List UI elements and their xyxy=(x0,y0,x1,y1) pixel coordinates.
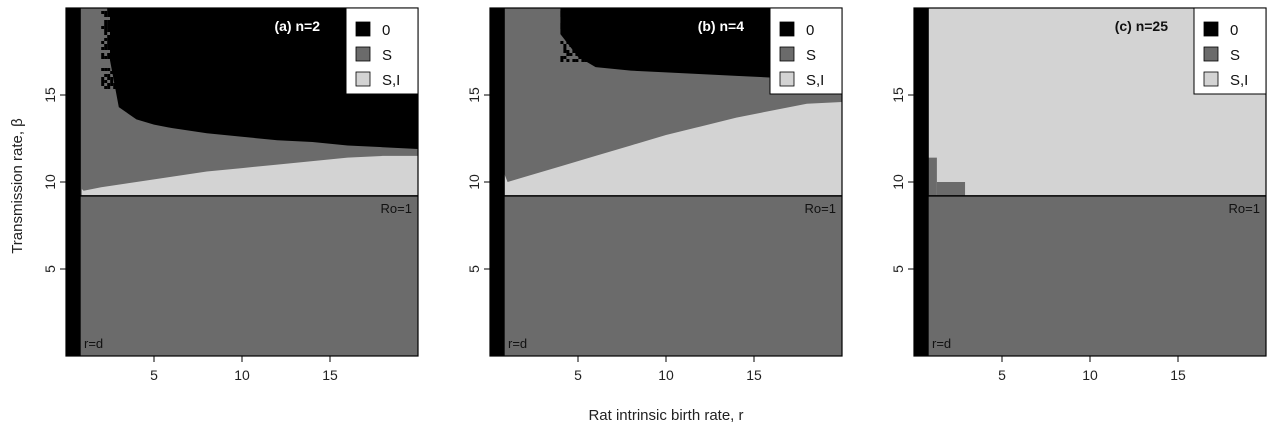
x-tick-label: 10 xyxy=(234,367,250,383)
legend-swatch xyxy=(1203,71,1219,87)
region-S-step-2 xyxy=(936,182,966,197)
panel-label: (a) n=2 xyxy=(274,18,320,34)
speckle-zone xyxy=(560,8,624,62)
region-0-strip xyxy=(914,8,929,356)
panel-label: (c) n=25 xyxy=(1115,18,1169,34)
ro1-label: Ro=1 xyxy=(381,201,412,216)
panel-label: (b) n=4 xyxy=(698,18,744,34)
panel-1: Ro=1 r=d 5 10 15 5 10 15 (a) n=2 0 S S,I xyxy=(42,7,419,383)
panels: Ro=1 r=d 5 10 15 5 10 15 (a) n=2 0 S S,I Ro=1 r=d 5 10 1… xyxy=(42,7,1267,383)
x-tick-label: 15 xyxy=(746,367,762,383)
legend-label: S xyxy=(382,47,392,64)
region-SI xyxy=(504,101,842,196)
legend-swatch xyxy=(1203,21,1219,37)
y-tick-label: 10 xyxy=(466,174,482,190)
y-tick-label: 15 xyxy=(466,87,482,103)
x-tick-label: 15 xyxy=(1170,367,1186,383)
legend-label: 0 xyxy=(1230,22,1238,39)
legend-swatch xyxy=(779,71,795,87)
y-tick-label: 10 xyxy=(42,174,58,190)
legend: 0 S S,I xyxy=(769,7,843,95)
legend-label: S,I xyxy=(806,72,824,89)
y-tick-label: 15 xyxy=(42,87,58,103)
legend-swatch xyxy=(355,21,371,37)
legend-label: S,I xyxy=(1230,72,1248,89)
y-tick-label: 5 xyxy=(466,265,482,273)
legend: 0 S S,I xyxy=(345,7,419,95)
legend-swatch xyxy=(1203,46,1219,62)
panel-3: Ro=1 r=d 5 10 15 5 10 15 (c) n=25 0 S S,I xyxy=(890,7,1267,383)
ro1-label: Ro=1 xyxy=(805,201,836,216)
legend-label: 0 xyxy=(382,22,390,39)
x-axis-title: Rat intrinsic birth rate, r xyxy=(588,407,743,424)
region-SI xyxy=(81,155,418,196)
legend-swatch xyxy=(355,71,371,87)
region-0-strip xyxy=(490,8,505,356)
legend-swatch xyxy=(779,46,795,62)
y-tick-label: 10 xyxy=(890,174,906,190)
ro1-label: Ro=1 xyxy=(1229,201,1260,216)
x-tick-label: 5 xyxy=(150,367,158,383)
x-tick-label: 10 xyxy=(1082,367,1098,383)
y-tick-label: 5 xyxy=(890,265,906,273)
rd-label: r=d xyxy=(84,336,103,351)
x-tick-label: 5 xyxy=(998,367,1006,383)
rd-label: r=d xyxy=(932,336,951,351)
legend-label: S xyxy=(806,47,816,64)
x-tick-label: 15 xyxy=(322,367,338,383)
speckle-zone xyxy=(101,8,201,89)
legend-label: S,I xyxy=(382,72,400,89)
plot-area xyxy=(490,8,842,356)
rd-label: r=d xyxy=(508,336,527,351)
y-tick-label: 15 xyxy=(890,87,906,103)
region-S-below-ro xyxy=(80,195,418,356)
legend: 0 S S,I xyxy=(1193,7,1267,95)
legend-swatch xyxy=(355,46,371,62)
region-S-below-ro xyxy=(504,195,842,356)
region-0-strip xyxy=(66,8,81,356)
legend-label: 0 xyxy=(806,22,814,39)
y-axis-title: Transmission rate, β xyxy=(9,118,26,254)
x-tick-label: 5 xyxy=(574,367,582,383)
legend-swatch xyxy=(779,21,795,37)
region-S-below-ro xyxy=(928,195,1266,356)
x-tick-label: 10 xyxy=(658,367,674,383)
legend-label: S xyxy=(1230,47,1240,64)
y-tick-label: 5 xyxy=(42,265,58,273)
panel-2: Ro=1 r=d 5 10 15 5 10 15 (b) n=4 0 S S,I xyxy=(466,7,843,383)
